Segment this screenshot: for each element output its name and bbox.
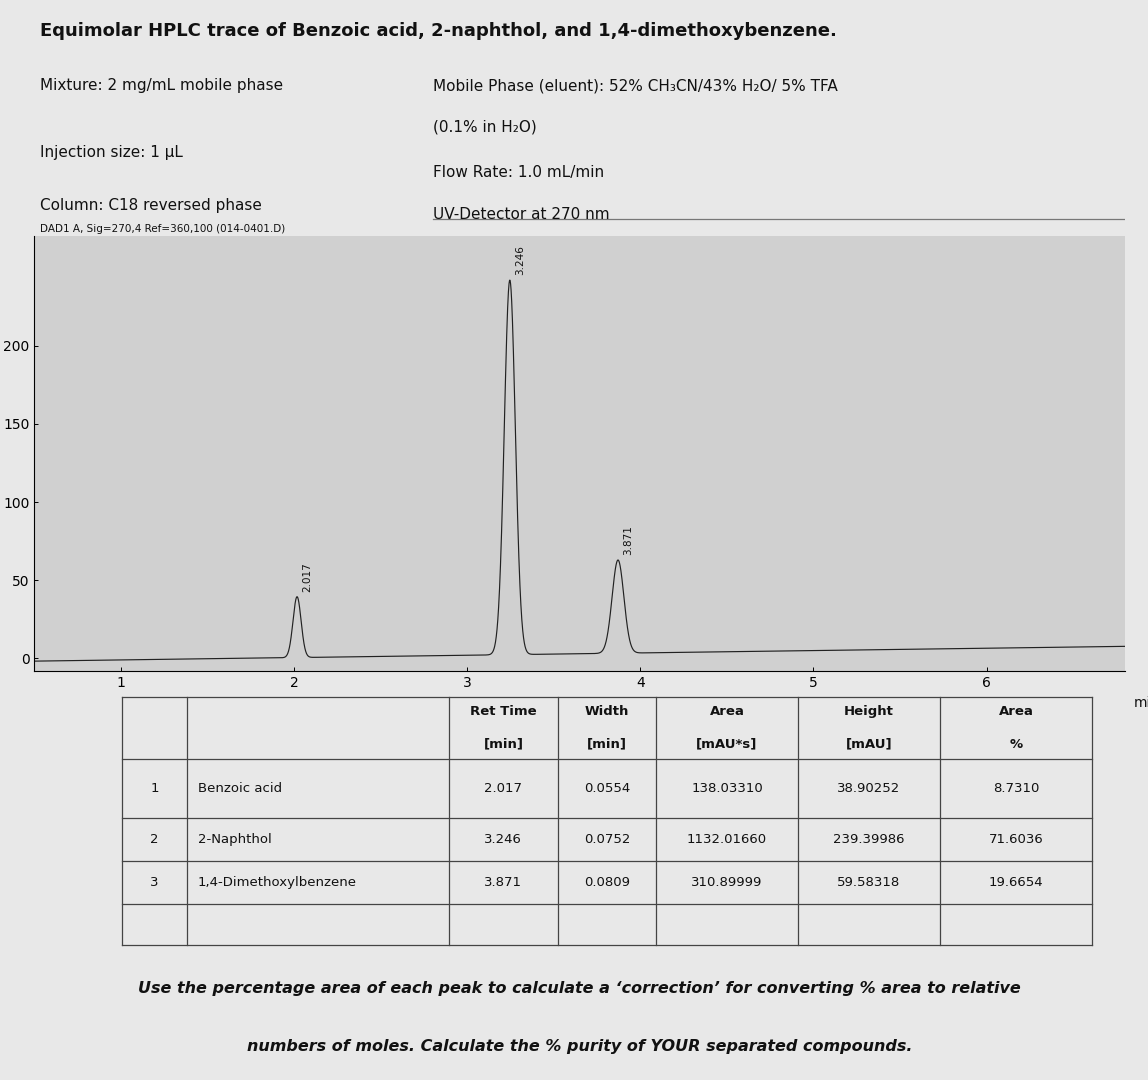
Text: 1132.01660: 1132.01660 xyxy=(687,834,767,847)
Text: 2-Naphthol: 2-Naphthol xyxy=(199,834,272,847)
Text: 1: 1 xyxy=(150,782,158,795)
Text: Width: Width xyxy=(584,705,629,718)
Text: 0.0554: 0.0554 xyxy=(584,782,630,795)
Text: 3.871: 3.871 xyxy=(623,526,634,555)
Text: [min]: [min] xyxy=(483,738,523,751)
Text: mi: mi xyxy=(1133,696,1148,710)
Text: UV-Detector at 270 nm: UV-Detector at 270 nm xyxy=(433,206,610,221)
Text: Column: C18 reversed phase: Column: C18 reversed phase xyxy=(40,199,262,214)
Text: 8.7310: 8.7310 xyxy=(993,782,1039,795)
Text: [mAU]: [mAU] xyxy=(845,738,892,751)
Text: 3.246: 3.246 xyxy=(515,245,525,275)
Text: 3.246: 3.246 xyxy=(484,834,522,847)
Text: Height: Height xyxy=(844,705,893,718)
Text: 2.017: 2.017 xyxy=(302,563,312,592)
Text: (0.1% in H₂O): (0.1% in H₂O) xyxy=(433,120,536,135)
Text: Ret Time: Ret Time xyxy=(470,705,537,718)
Text: Injection size: 1 μL: Injection size: 1 μL xyxy=(40,145,183,160)
Text: 0.0809: 0.0809 xyxy=(584,877,630,890)
Text: Benzoic acid: Benzoic acid xyxy=(199,782,282,795)
Text: Mobile Phase (eluent): 52% CH₃CN/43% H₂O/ 5% TFA: Mobile Phase (eluent): 52% CH₃CN/43% H₂O… xyxy=(433,79,837,93)
Text: 71.6036: 71.6036 xyxy=(988,834,1044,847)
Text: Area: Area xyxy=(999,705,1033,718)
Text: 239.39986: 239.39986 xyxy=(833,834,905,847)
Text: 2.017: 2.017 xyxy=(484,782,522,795)
Text: 3: 3 xyxy=(150,877,158,890)
Text: 3.871: 3.871 xyxy=(484,877,522,890)
Text: Area: Area xyxy=(709,705,744,718)
Text: Mixture: 2 mg/mL mobile phase: Mixture: 2 mg/mL mobile phase xyxy=(40,79,284,93)
Text: [mAU*s]: [mAU*s] xyxy=(697,738,758,751)
Text: 38.90252: 38.90252 xyxy=(837,782,900,795)
Text: 310.89999: 310.89999 xyxy=(691,877,762,890)
Text: 138.03310: 138.03310 xyxy=(691,782,762,795)
Text: Flow Rate: 1.0 mL/min: Flow Rate: 1.0 mL/min xyxy=(433,165,604,180)
Text: [min]: [min] xyxy=(587,738,627,751)
Text: DAD1 A, Sig=270,4 Ref=360,100 (014-0401.D): DAD1 A, Sig=270,4 Ref=360,100 (014-0401.… xyxy=(40,224,285,234)
Text: 2: 2 xyxy=(150,834,158,847)
Text: 19.6654: 19.6654 xyxy=(988,877,1044,890)
Text: %: % xyxy=(1009,738,1023,751)
Text: 1,4-Dimethoxylbenzene: 1,4-Dimethoxylbenzene xyxy=(199,877,357,890)
Text: numbers of moles. Calculate the % purity of YOUR separated compounds.: numbers of moles. Calculate the % purity… xyxy=(247,1039,913,1054)
Text: 59.58318: 59.58318 xyxy=(837,877,900,890)
Text: Equimolar HPLC trace of Benzoic acid, 2-naphthol, and 1,4-dimethoxybenzene.: Equimolar HPLC trace of Benzoic acid, 2-… xyxy=(40,23,837,40)
Text: Use the percentage area of each peak to calculate a ‘correction’ for converting : Use the percentage area of each peak to … xyxy=(139,981,1021,996)
Text: 0.0752: 0.0752 xyxy=(584,834,630,847)
